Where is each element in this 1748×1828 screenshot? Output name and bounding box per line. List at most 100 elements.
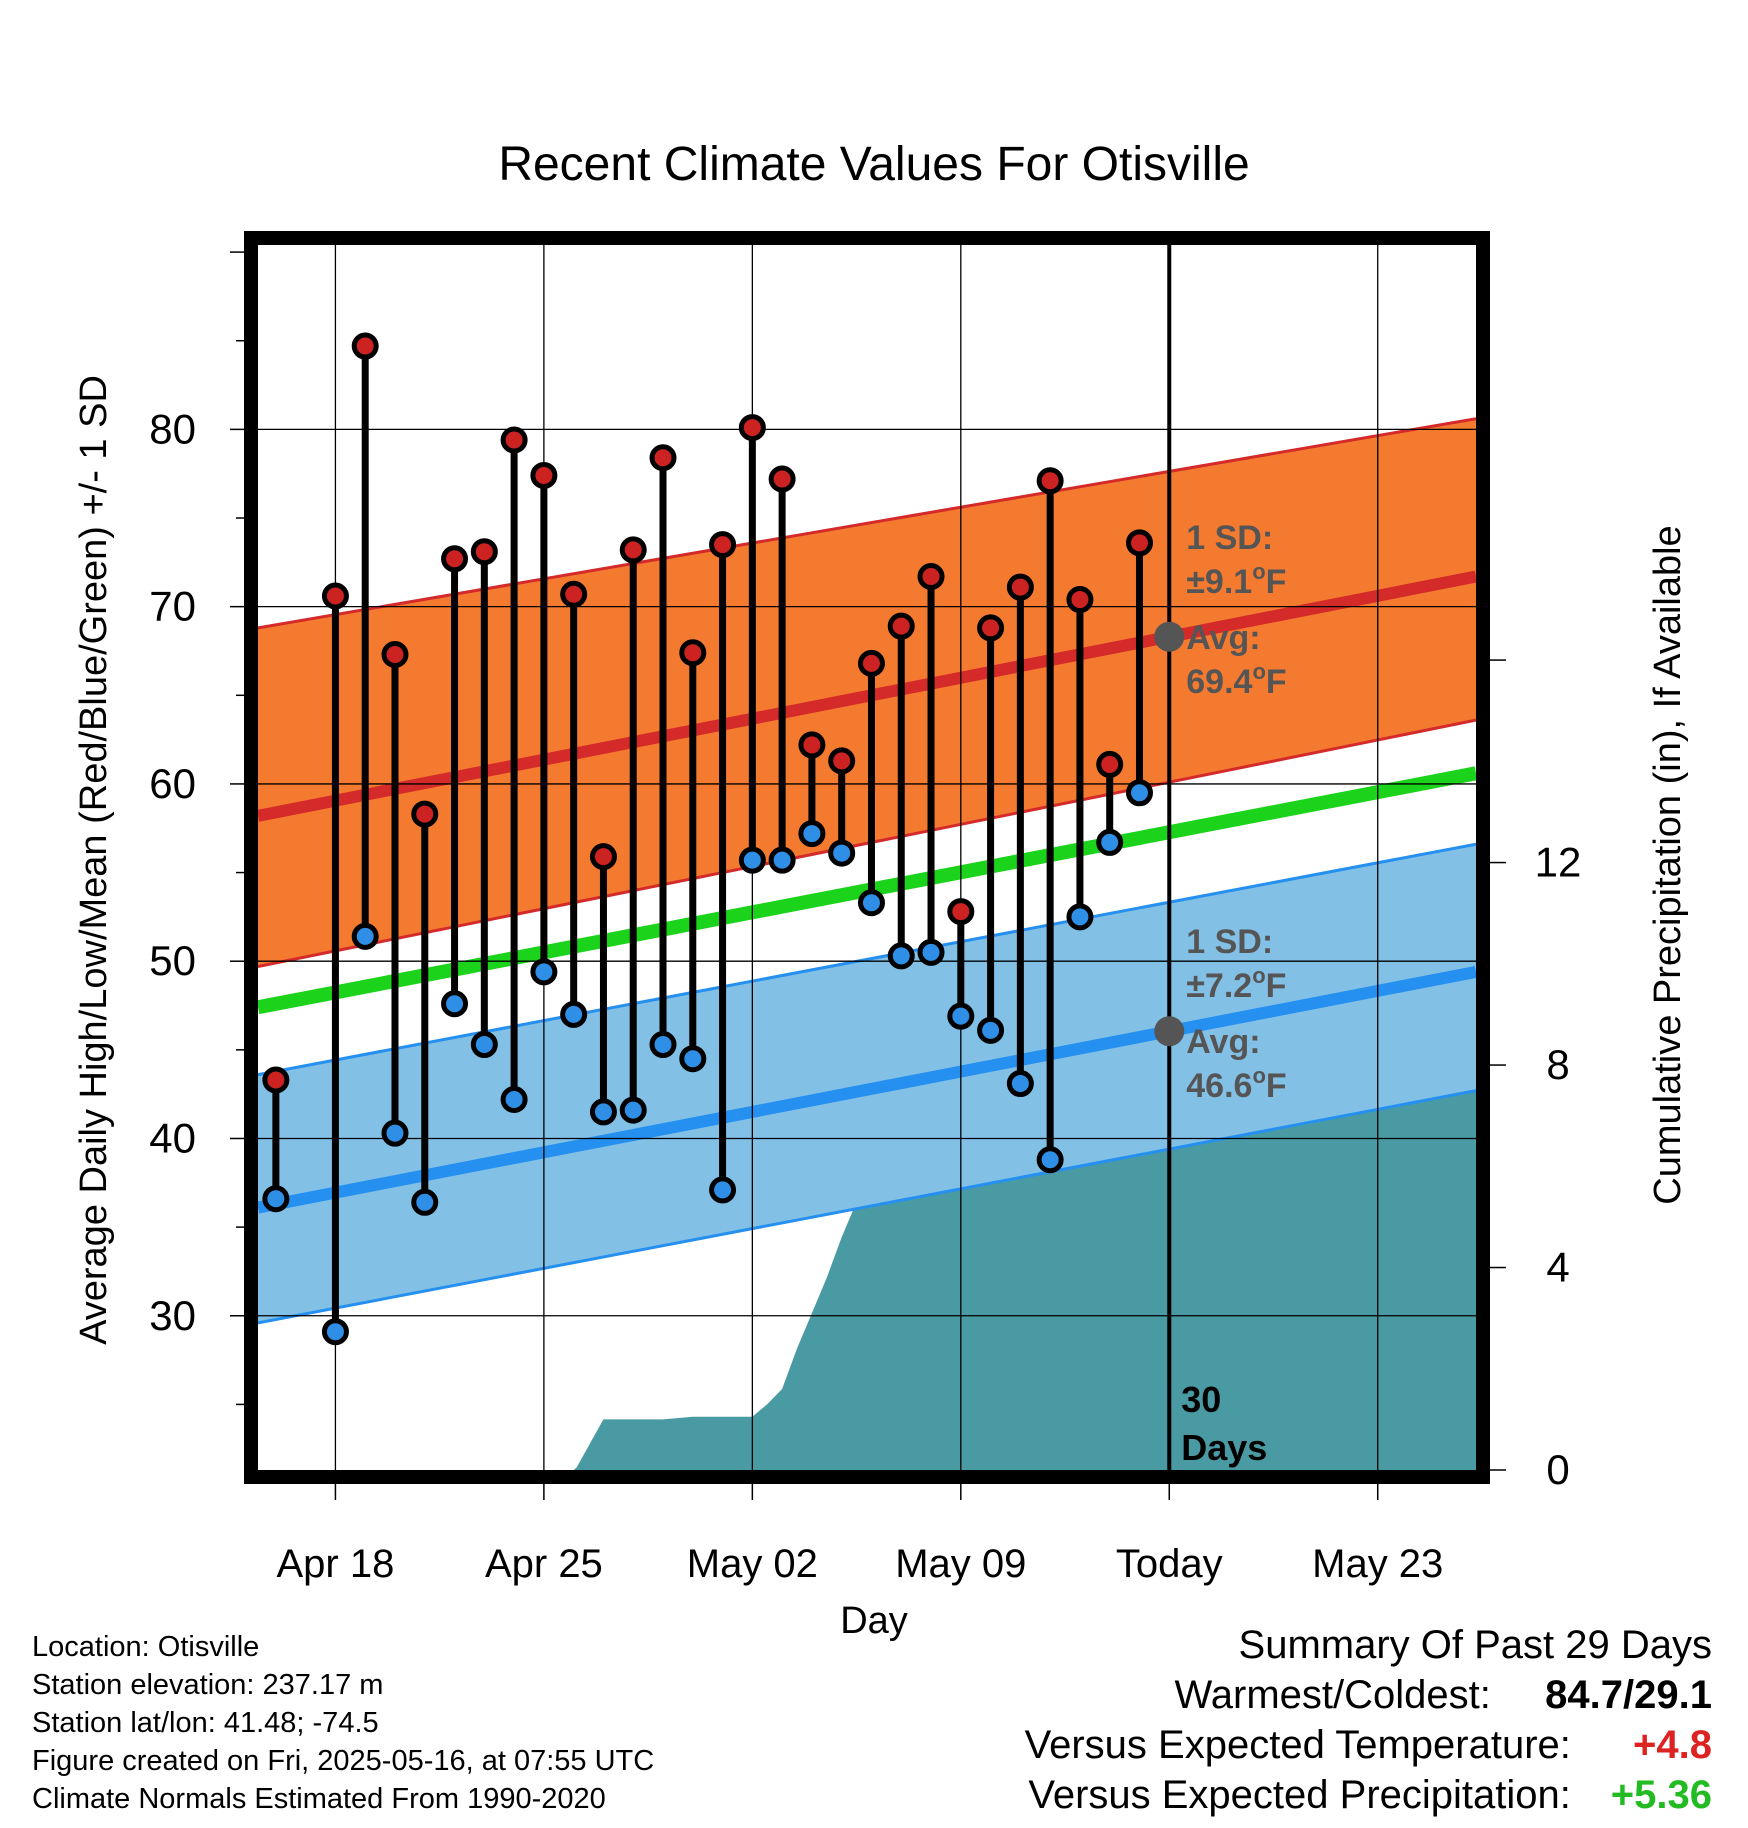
low-point — [887, 942, 915, 970]
high-point — [1036, 467, 1064, 495]
y-axis-title: Average Daily High/Low/Mean (Red/Blue/Gr… — [73, 375, 115, 1345]
low-point — [262, 1185, 290, 1213]
days-label-unit: Days — [1181, 1427, 1267, 1468]
today-low-normal-point — [1154, 1016, 1185, 1047]
x-tick-label-1: Apr 25 — [485, 1542, 603, 1586]
y2-axis-title: Cumulative Precipitation (in), If Availa… — [1647, 525, 1689, 1204]
low-point — [441, 990, 469, 1018]
x-tick-label-3: May 09 — [895, 1542, 1026, 1586]
high-point — [947, 898, 975, 926]
high-point — [798, 731, 826, 759]
x-tick-label-4: Today — [1116, 1542, 1223, 1586]
high-point — [768, 465, 796, 493]
normals-text: Climate Normals Estimated From 1990-2020 — [32, 1783, 606, 1815]
low-annotation-sd-value: ±7.2oF — [1186, 963, 1286, 1005]
high-point — [560, 580, 588, 608]
summary-temp: Versus Expected Temperature: +4.8 — [1025, 1720, 1712, 1770]
low-point — [1006, 1070, 1034, 1098]
high-point — [738, 414, 766, 442]
high-annotation-sd-label: 1 SD: — [1186, 519, 1273, 557]
x-tick-label-5: May 23 — [1312, 1542, 1443, 1586]
high-point — [977, 614, 1005, 642]
summary-panel: Summary Of Past 29 Days Warmest/Coldest:… — [1025, 1620, 1712, 1820]
summary-heading: Summary Of Past 29 Days — [1238, 1623, 1712, 1667]
chart-title: Recent Climate Values For Otisville — [498, 138, 1249, 191]
high-sd-band-upper-edge — [258, 417, 1476, 630]
high-point — [500, 426, 528, 454]
high-point — [530, 461, 558, 489]
low-sd-band-lower-edge — [258, 1089, 1476, 1325]
low-point — [649, 1031, 677, 1059]
latlon-text: Station lat/lon: 41.48; -74.5 — [32, 1707, 379, 1739]
y2-tick-label-8: 8 — [1546, 1041, 1569, 1088]
high-point — [589, 843, 617, 871]
low-point — [1096, 828, 1124, 856]
temp-value: +4.8 — [1633, 1723, 1712, 1767]
y2-tick-label-0: 0 — [1546, 1446, 1569, 1493]
high-point — [619, 536, 647, 564]
high-point — [1125, 529, 1153, 557]
low-point — [351, 922, 379, 950]
high-point — [1066, 586, 1094, 614]
low-annotation-avg-value: 46.6oF — [1186, 1063, 1286, 1105]
y-tick-label-70: 70 — [149, 583, 196, 630]
high-point — [709, 531, 737, 559]
low-annotation-avg-label: Avg: — [1186, 1023, 1260, 1061]
location-text: Location: Otisville — [32, 1631, 260, 1663]
summary-warm-cold: Warmest/Coldest: 84.7/29.1 — [1025, 1670, 1713, 1720]
high-point — [351, 332, 379, 360]
x-tick-label-0: Apr 18 — [276, 1542, 394, 1586]
summary-precip: Versus Expected Precipitation: +5.36 — [1025, 1770, 1712, 1820]
low-point — [411, 1188, 439, 1216]
elevation-text: Station elevation: 237.17 m — [32, 1669, 384, 1701]
low-point — [798, 820, 826, 848]
low-annotation-sd-label: 1 SD: — [1186, 923, 1273, 961]
y2-tick-label-4: 4 — [1546, 1244, 1569, 1291]
plot-contents — [258, 245, 1476, 1470]
low-point — [1125, 779, 1153, 807]
y2-tick-label-12: 12 — [1535, 839, 1582, 886]
low-sd-band-upper-edge — [258, 842, 1476, 1077]
temp-label: Versus Expected Temperature: — [1024, 1723, 1571, 1767]
y-tick-label-60: 60 — [149, 760, 196, 807]
low-point — [709, 1176, 737, 1204]
low-sd-band — [258, 844, 1476, 1323]
days-label-number: 30 — [1181, 1379, 1221, 1420]
low-point — [977, 1016, 1005, 1044]
low-point — [917, 938, 945, 966]
low-point — [768, 846, 796, 874]
low-point — [619, 1096, 647, 1124]
high-point — [649, 444, 677, 472]
high-point — [679, 639, 707, 667]
high-point — [470, 538, 498, 566]
high-point — [321, 582, 349, 610]
high-point — [857, 649, 885, 677]
precip-label: Versus Expected Precipitation: — [1028, 1773, 1571, 1817]
high-point — [1096, 750, 1124, 778]
high-point — [441, 545, 469, 573]
x-tick-label-2: May 02 — [687, 1542, 818, 1586]
low-point — [857, 889, 885, 917]
x-axis-title: Day — [840, 1600, 908, 1642]
plot-frame — [244, 231, 1490, 1484]
station-info: Location: Otisville Station elevation: 2… — [32, 1628, 654, 1818]
precip-value: +5.36 — [1610, 1773, 1712, 1817]
high-point — [262, 1066, 290, 1094]
y-tick-label-80: 80 — [149, 405, 196, 452]
low-point — [321, 1318, 349, 1346]
low-point — [1066, 903, 1094, 931]
today-high-normal-point — [1154, 621, 1185, 652]
y-tick-label-50: 50 — [149, 937, 196, 984]
low-point — [470, 1031, 498, 1059]
high-point — [917, 563, 945, 591]
high-annotation-sd-value: ±9.1oF — [1186, 559, 1286, 601]
high-sd-band-lower-edge — [258, 718, 1476, 968]
low-point — [500, 1085, 528, 1113]
low-point — [530, 958, 558, 986]
high-point — [411, 800, 439, 828]
low-point — [738, 846, 766, 874]
low-point — [381, 1119, 409, 1147]
high-point — [1006, 573, 1034, 601]
high-point — [828, 747, 856, 775]
